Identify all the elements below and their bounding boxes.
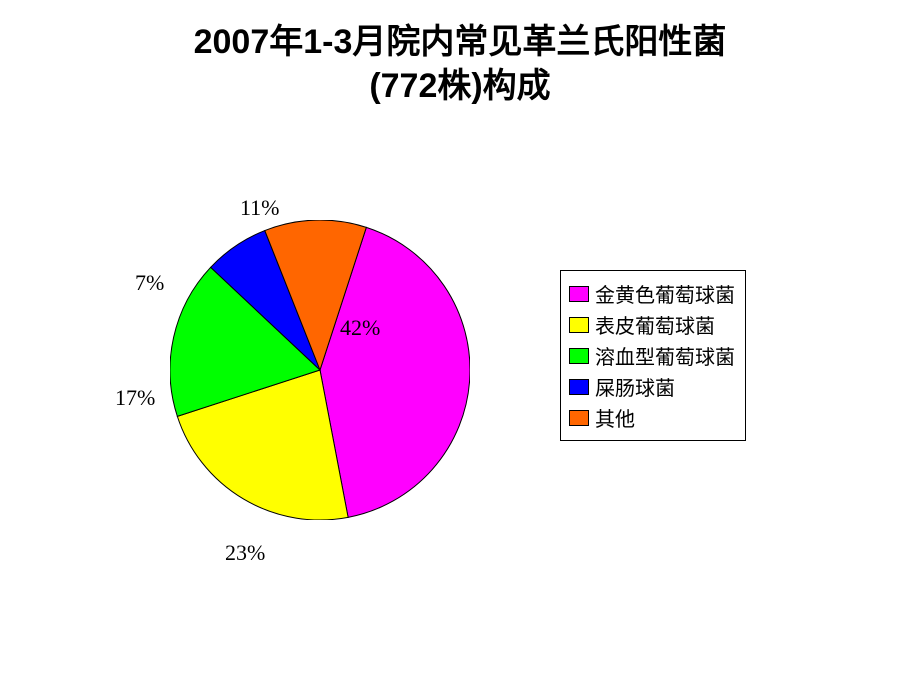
legend-item: 表皮葡萄球菌 xyxy=(569,310,735,339)
pie-slice-label: 7% xyxy=(135,270,164,296)
pie-slice-label: 42% xyxy=(340,315,380,341)
legend-swatch xyxy=(569,410,589,426)
legend-label: 溶血型葡萄球菌 xyxy=(595,341,735,370)
pie-slice-label: 23% xyxy=(225,540,265,566)
chart-area: 42% 23% 17% 7% 11% 金黄色葡萄球菌表皮葡萄球菌溶血型葡萄球菌屎肠球菌其… xyxy=(80,170,840,630)
legend-swatch xyxy=(569,286,589,302)
title-line-2: (772株)构成 xyxy=(369,67,550,105)
pie-slice-label: 11% xyxy=(240,195,280,221)
legend-label: 屎肠球菌 xyxy=(595,372,675,401)
legend-item: 其他 xyxy=(569,403,735,432)
legend-item: 金黄色葡萄球菌 xyxy=(569,279,735,308)
legend-item: 屎肠球菌 xyxy=(569,372,735,401)
slide-title: 2007年1-3月院内常见革兰氏阳性菌 (772株)构成 xyxy=(0,20,920,108)
legend-label: 金黄色葡萄球菌 xyxy=(595,279,735,308)
legend-swatch xyxy=(569,379,589,395)
legend: 金黄色葡萄球菌表皮葡萄球菌溶血型葡萄球菌屎肠球菌其他 xyxy=(560,270,746,441)
pie-chart xyxy=(170,220,470,520)
title-line-1: 2007年1-3月院内常见革兰氏阳性菌 xyxy=(194,23,727,61)
legend-item: 溶血型葡萄球菌 xyxy=(569,341,735,370)
pie-slice-label: 17% xyxy=(115,385,155,411)
legend-swatch xyxy=(569,317,589,333)
pie-svg xyxy=(170,220,470,520)
legend-swatch xyxy=(569,348,589,364)
legend-label: 表皮葡萄球菌 xyxy=(595,310,715,339)
slide: 2007年1-3月院内常见革兰氏阳性菌 (772株)构成 42% 23% 17% 7%… xyxy=(0,0,920,690)
legend-label: 其他 xyxy=(595,403,635,432)
